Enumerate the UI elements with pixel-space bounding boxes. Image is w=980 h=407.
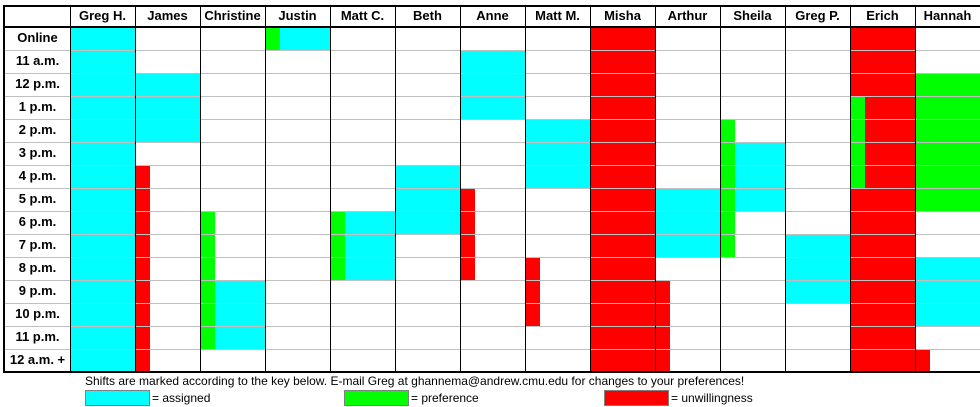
matt-c-preference-block	[330, 211, 345, 280]
row-divider	[3, 73, 980, 74]
column-border	[525, 5, 526, 372]
row-divider	[3, 50, 980, 51]
column-border	[460, 5, 461, 372]
sheila-assigned-block	[734, 142, 785, 211]
row-label-3-p-m: 3 p.m.	[18, 145, 57, 160]
matt-m-unwillingness-block	[525, 257, 540, 326]
column-border	[70, 5, 71, 372]
row-label-5-p-m: 5 p.m.	[18, 191, 57, 206]
grid-left-border	[3, 5, 5, 372]
column-header-greg-h: Greg H.	[79, 8, 126, 23]
row-divider	[3, 280, 980, 281]
hannah-unwillingness-block	[915, 349, 930, 372]
column-header-anne: Anne	[476, 8, 509, 23]
greg-p-assigned-block	[785, 234, 850, 303]
column-border	[785, 5, 786, 372]
column-header-justin: Justin	[278, 8, 317, 23]
row-divider	[3, 303, 980, 304]
row-divider	[3, 165, 980, 166]
unwillingness-key-label: = unwillingness	[671, 391, 753, 405]
column-border	[135, 5, 136, 372]
column-border	[395, 5, 396, 372]
row-divider	[3, 349, 980, 350]
justin-assigned-block	[279, 27, 330, 50]
row-label-10-p-m: 10 p.m.	[15, 306, 60, 321]
column-header-arthur: Arthur	[667, 8, 708, 23]
row-label-11-p-m: 11 p.m.	[15, 329, 60, 344]
row-divider	[3, 234, 980, 235]
row-label-12-a-m: 12 a.m. +	[9, 352, 66, 367]
row-divider	[3, 188, 980, 189]
column-border	[590, 5, 591, 372]
hannah-assigned-block	[915, 257, 980, 326]
grid-bottom-border	[3, 371, 980, 373]
greg-h-assigned-block	[70, 27, 135, 372]
column-header-james: James	[147, 8, 188, 23]
column-border	[915, 5, 916, 372]
row-divider	[3, 96, 980, 97]
column-border	[265, 5, 266, 372]
anne-assigned-block	[460, 50, 525, 119]
preference-key-label: = preference	[411, 391, 479, 405]
column-header-hannah: Hannah	[923, 8, 972, 23]
unwillingness-key-swatch	[604, 390, 669, 406]
row-label-8-p-m: 8 p.m.	[18, 260, 57, 275]
row-label-11-a-m: 11 a.m.	[15, 53, 60, 68]
row-label-9-p-m: 9 p.m.	[18, 283, 57, 298]
matt-c-assigned-block	[344, 211, 395, 280]
row-label-1-p-m: 1 p.m.	[18, 99, 57, 114]
column-header-beth: Beth	[413, 8, 442, 23]
preference-key-swatch	[344, 390, 409, 406]
column-border	[200, 5, 201, 372]
james-unwillingness-block	[135, 165, 150, 372]
assigned-key-swatch	[85, 390, 150, 406]
column-border	[720, 5, 721, 372]
column-header-matt-m: Matt M.	[535, 8, 580, 23]
arthur-assigned-block	[655, 188, 720, 257]
column-header-sheila: Sheila	[733, 8, 772, 23]
row-label-6-p-m: 6 p.m.	[18, 214, 57, 229]
row-label-online: Online	[17, 30, 58, 45]
column-border	[850, 5, 851, 372]
footer-note: Shifts are marked according to the key b…	[85, 374, 745, 388]
justin-preference-block	[265, 27, 280, 50]
row-label-2-p-m: 2 p.m.	[18, 122, 57, 137]
christine-assigned-block	[214, 280, 265, 349]
matt-m-assigned-block	[525, 119, 590, 188]
row-divider	[3, 326, 980, 327]
assigned-key-label: = assigned	[152, 391, 211, 405]
column-header-matt-c: Matt C.	[340, 8, 385, 23]
column-header-greg-p: Greg P.	[795, 8, 840, 23]
erich-unwillingness-block	[850, 27, 915, 372]
row-divider	[3, 211, 980, 212]
column-border	[655, 5, 656, 372]
row-divider	[3, 257, 980, 258]
row-divider	[3, 142, 980, 143]
column-header-christine: Christine	[204, 8, 261, 23]
misha-unwillingness-block	[590, 27, 655, 372]
row-divider	[3, 119, 980, 120]
row-label-4-p-m: 4 p.m.	[18, 168, 57, 183]
column-header-misha: Misha	[604, 8, 641, 23]
james-assigned-block	[135, 73, 200, 142]
column-border	[330, 5, 331, 372]
beth-assigned-block	[395, 165, 460, 234]
header-bottom-border	[3, 26, 980, 28]
column-header-erich: Erich	[866, 8, 899, 23]
grid-top-border	[3, 5, 980, 7]
row-label-12-p-m: 12 p.m.	[15, 76, 60, 91]
row-label-7-p-m: 7 p.m.	[18, 237, 57, 252]
